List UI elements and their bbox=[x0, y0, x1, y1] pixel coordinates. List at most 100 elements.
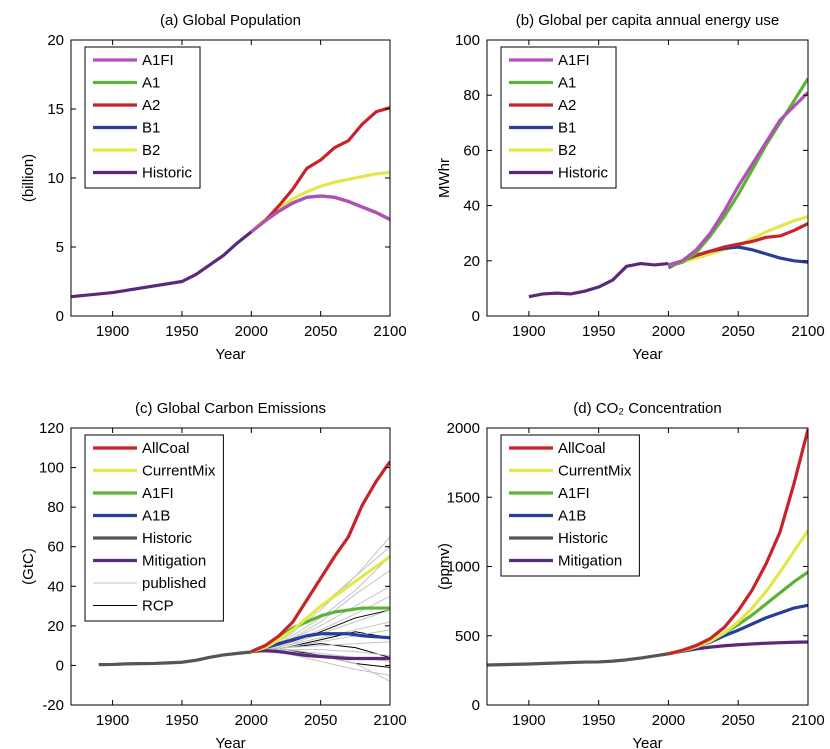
legend-label: published bbox=[142, 575, 206, 592]
x-tick-label: 2050 bbox=[304, 712, 337, 729]
x-axis-label: Year bbox=[632, 735, 662, 749]
legend-label: Historic bbox=[142, 530, 193, 547]
x-tick-label: 1950 bbox=[582, 323, 615, 340]
chart-title: (c) Global Carbon Emissions bbox=[135, 400, 326, 417]
y-tick-label: 100 bbox=[455, 32, 480, 49]
legend-label: B1 bbox=[142, 120, 160, 137]
chart-title: (d) CO₂ Concentration bbox=[573, 400, 721, 417]
legend-label: Historic bbox=[558, 165, 609, 182]
legend-label: Mitigation bbox=[142, 553, 206, 570]
y-tick-label: 0 bbox=[472, 308, 480, 325]
y-tick-label: 20 bbox=[47, 32, 64, 49]
series-line bbox=[667, 77, 808, 268]
legend-box bbox=[500, 434, 640, 577]
x-tick-label: 1900 bbox=[512, 323, 545, 340]
chart-title: (b) Global per capita annual energy use bbox=[516, 12, 780, 29]
plot-area bbox=[71, 106, 390, 299]
y-tick-label: -20 bbox=[42, 697, 64, 714]
x-axis-label: Year bbox=[632, 346, 662, 363]
series-line bbox=[251, 648, 390, 661]
legend-label: A1FI bbox=[558, 485, 590, 502]
x-tick-label: 2000 bbox=[652, 712, 685, 729]
legend-label: A1FI bbox=[142, 52, 174, 69]
y-axis-label: MWhr bbox=[436, 158, 453, 198]
series-line bbox=[251, 629, 390, 653]
plot-area bbox=[528, 77, 808, 299]
y-tick-label: 100 bbox=[39, 460, 64, 477]
axes-box bbox=[70, 427, 391, 706]
series-line bbox=[250, 460, 390, 654]
y-axis-label: (GtC) bbox=[20, 548, 37, 585]
axes-box bbox=[486, 427, 809, 706]
y-axis-label: (billion) bbox=[20, 154, 37, 202]
x-tick-label: 1900 bbox=[96, 323, 129, 340]
y-tick-label: 0 bbox=[472, 697, 480, 714]
plot-area bbox=[98, 460, 390, 682]
legend-box bbox=[84, 46, 201, 189]
x-tick-label: 2000 bbox=[235, 712, 268, 729]
x-tick-label: 2100 bbox=[791, 712, 824, 729]
y-tick-label: 80 bbox=[47, 499, 64, 516]
x-tick-label: 1900 bbox=[96, 712, 129, 729]
legend: AllCoal CurrentMix A1FI A1B Historic Mitigati… bbox=[84, 434, 224, 622]
legend-label: B2 bbox=[142, 142, 160, 159]
panel: (d) CO₂ Concentration Year (ppmv) 1900 1950 2… bbox=[436, 400, 825, 749]
chart-title: (a) Global Population bbox=[160, 12, 301, 29]
x-tick-label: 1900 bbox=[512, 712, 545, 729]
x-tick-label: 2050 bbox=[722, 323, 755, 340]
legend-label: A1B bbox=[142, 508, 170, 525]
legend-label: B1 bbox=[558, 120, 576, 137]
y-axis-label: (ppmv) bbox=[436, 543, 453, 590]
legend: A1FI A1 A2 B1 B2 Historic bbox=[84, 46, 201, 189]
panel: (b) Global per capita annual energy use Y… bbox=[436, 12, 825, 363]
x-tick-label: 1950 bbox=[165, 712, 198, 729]
axes-box bbox=[486, 39, 809, 317]
series-line bbox=[250, 194, 390, 234]
y-tick-label: 15 bbox=[47, 101, 64, 118]
series-line bbox=[667, 91, 808, 267]
y-tick-label: 5 bbox=[56, 239, 64, 256]
y-tick-label: 1500 bbox=[447, 489, 480, 506]
legend-label: Mitigation bbox=[558, 553, 622, 570]
legend-box bbox=[500, 46, 617, 189]
y-tick-label: 80 bbox=[463, 87, 480, 104]
x-tick-label: 2100 bbox=[791, 323, 824, 340]
x-tick-label: 2100 bbox=[373, 712, 406, 729]
x-tick-label: 2050 bbox=[722, 712, 755, 729]
panel: (a) Global Population Year (billion) 1900 19… bbox=[20, 12, 407, 363]
legend-label: CurrentMix bbox=[142, 463, 216, 480]
series-line bbox=[668, 428, 808, 656]
series-line bbox=[250, 170, 390, 234]
x-axis-label: Year bbox=[215, 346, 245, 363]
legend-label: B2 bbox=[558, 142, 576, 159]
legend-label: AllCoal bbox=[142, 440, 190, 457]
x-tick-label: 2050 bbox=[304, 323, 337, 340]
legend-label: A1 bbox=[558, 75, 576, 92]
legend-label: A1B bbox=[558, 508, 586, 525]
legend-label: AllCoal bbox=[558, 440, 606, 457]
x-tick-label: 1950 bbox=[582, 712, 615, 729]
y-tick-label: 20 bbox=[463, 253, 480, 270]
y-tick-label: 120 bbox=[39, 420, 64, 437]
series-line bbox=[528, 261, 669, 299]
series-line bbox=[250, 106, 390, 234]
y-tick-label: 2000 bbox=[447, 420, 480, 437]
legend-box bbox=[84, 434, 224, 622]
legend-label: A2 bbox=[558, 97, 576, 114]
legend-label: Historic bbox=[142, 165, 193, 182]
y-tick-label: 1000 bbox=[447, 559, 480, 576]
x-tick-label: 1950 bbox=[165, 323, 198, 340]
series-line bbox=[668, 529, 808, 656]
y-tick-label: 60 bbox=[47, 539, 64, 556]
panel: (c) Global Carbon Emissions Year (GtC) 1900… bbox=[20, 400, 407, 749]
legend-label: A1FI bbox=[558, 52, 590, 69]
legend: A1FI A1 A2 B1 B2 Historic bbox=[500, 46, 617, 189]
plot-area bbox=[487, 428, 808, 667]
y-tick-label: 40 bbox=[463, 198, 480, 215]
y-tick-label: 60 bbox=[463, 142, 480, 159]
series-line bbox=[71, 230, 253, 299]
y-tick-label: 500 bbox=[455, 628, 480, 645]
x-tick-label: 2100 bbox=[373, 323, 406, 340]
legend-label: A1 bbox=[142, 75, 160, 92]
series-line bbox=[250, 555, 390, 654]
